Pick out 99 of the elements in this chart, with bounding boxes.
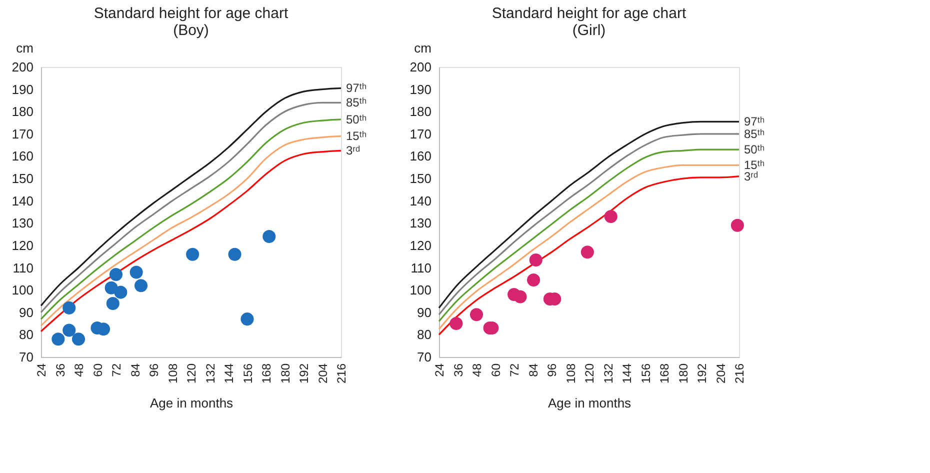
x-tick-label: 216 [334,363,348,384]
point [114,286,128,299]
point [130,266,143,279]
text: Standard height for age chart [94,5,288,22]
y-tick-label: 130 [410,216,432,231]
y-tick-label: 160 [12,148,34,164]
point [262,230,276,244]
series-label: 85ᵗʰ [346,96,367,110]
text: (Boy) [173,22,209,39]
x-tick-label: 204 [316,363,330,384]
y-tick-label: 100 [12,282,34,298]
x-tick-label: 120 [582,363,596,384]
point [62,324,76,337]
y-tick-label: 170 [410,126,432,142]
series-label: 50ᵗʰ [744,142,765,157]
x-tick-label: 96 [545,363,559,377]
series-label: 3ʳᵈ [346,144,361,158]
point [62,301,76,314]
x-tick-label: 168 [260,363,274,384]
x-tick-label: 108 [166,363,180,384]
x-tick-label: 168 [658,363,672,384]
point [580,246,594,259]
point [228,248,242,261]
x-tick-label: 84 [526,363,540,377]
y-tick-label: 190 [12,82,34,97]
y-tick-label: 120 [12,238,34,253]
x-tick-label: 72 [110,363,124,377]
y-tick-label: 150 [410,171,432,186]
point [527,274,540,287]
x-axis-title: Age in months [150,396,234,411]
point [109,268,123,281]
point [450,317,463,330]
y-tick-label: 120 [410,238,432,253]
y-axis-title: cm [16,40,34,56]
y-tick-label: 130 [12,216,34,231]
x-tick-label: 24 [432,363,446,377]
point [186,248,200,261]
y-tick-label: 140 [410,193,432,208]
y-tick-label: 70 [417,350,432,364]
x-tick-label: 96 [147,363,161,377]
x-tick-label: 192 [695,363,709,384]
x-tick-label: 48 [470,363,484,377]
y-tick-label: 140 [12,193,34,208]
x-tick-label: 48 [72,363,86,377]
x-tick-label: 180 [278,363,292,384]
x-tick-label: 216 [732,363,746,384]
y-tick-label: 80 [19,327,34,342]
x-axis-title: Age in months [548,396,632,411]
y-tick-label: 90 [417,304,432,320]
text: Standard height for age chart [492,5,686,22]
x-tick-label: 60 [90,363,105,377]
y-tick-label: 170 [12,126,34,142]
y-tick-label: 110 [12,260,34,276]
x-tick-label: 24 [34,363,48,377]
series-label: 97ᵗʰ [744,114,765,129]
point [52,332,65,346]
y-axis-title: cm [414,40,432,56]
y-tick-label: 190 [410,82,432,97]
point [529,253,542,266]
y-tick-label: 180 [12,104,34,120]
y-tick-label: 200 [12,60,34,74]
y-tick-label: 70 [19,350,34,364]
x-tick-label: 72 [508,363,522,377]
x-tick-label: 60 [488,363,503,377]
series-label: 50ᵗʰ [346,112,367,126]
point [240,312,254,326]
point [730,218,744,232]
x-tick-label: 84 [128,363,142,377]
x-tick-label: 108 [564,363,578,384]
x-tick-label: 132 [203,363,218,384]
x-tick-label: 204 [714,363,728,384]
point [514,290,527,304]
y-tick-label: 160 [410,148,432,164]
series-label: 15ᵗʰ [346,129,367,144]
point [106,296,120,310]
y-tick-label: 150 [12,171,34,186]
y-tick-label: 180 [410,104,432,120]
series-label: 97ᵗʰ [346,81,367,96]
x-tick-label: 192 [297,363,311,384]
x-tick-label: 120 [184,363,198,384]
point [72,332,86,346]
x-tick-label: 132 [601,363,616,384]
text: (Girl) [572,22,606,39]
y-tick-label: 110 [410,260,432,276]
point [134,279,148,292]
x-tick-label: 156 [240,363,255,384]
y-tick-label: 100 [410,282,432,298]
x-tick-label: 180 [676,363,690,384]
point [604,210,618,223]
x-tick-label: 144 [222,363,236,384]
x-tick-label: 36 [53,363,68,377]
x-tick-label: 156 [638,363,653,384]
x-tick-label: 144 [620,363,634,384]
x-tick-label: 36 [451,363,466,377]
y-tick-label: 90 [19,304,34,320]
y-tick-label: 200 [410,60,432,74]
series-label: 85ᵗʰ [744,126,765,141]
point [470,308,484,322]
y-tick-label: 80 [417,327,432,342]
